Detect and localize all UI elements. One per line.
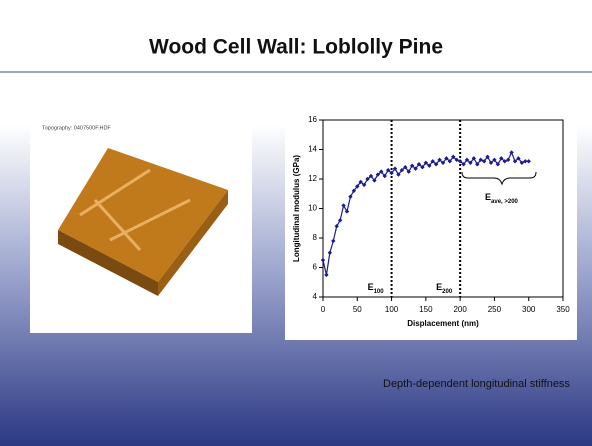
y-tick-label: 14 (308, 145, 317, 154)
y-tick-label: 6 (313, 263, 318, 272)
y-tick-label: 16 (308, 115, 317, 124)
y-tick-label: 4 (313, 292, 318, 301)
y-tick-label: 12 (308, 174, 317, 183)
x-axis-label: Displacement (nm) (407, 319, 479, 328)
annotation-sub: 200 (442, 289, 453, 295)
caption: Depth-dependent longitudinal stiffness (383, 378, 570, 390)
image-label: Topography: 0407500F.HDF (42, 125, 111, 131)
x-tick-label: 250 (488, 305, 502, 314)
y-tick-label: 8 (313, 233, 318, 242)
afm-image: Topography: 0407500F.HDF (30, 118, 252, 333)
slide: Wood Cell Wall: Loblolly Pine Topography… (0, 0, 592, 446)
x-tick-label: 100 (385, 305, 399, 314)
annotation-sub: 100 (374, 289, 385, 295)
x-tick-label: 300 (522, 305, 536, 314)
x-tick-label: 50 (353, 305, 362, 314)
annotation-sub: ave, >200 (491, 199, 519, 205)
y-tick-label: 10 (308, 204, 317, 213)
x-tick-label: 200 (453, 305, 467, 314)
slide-canvas: Wood Cell Wall: Loblolly Pine Topography… (0, 0, 592, 446)
x-tick-label: 350 (556, 305, 570, 314)
slide-title: Wood Cell Wall: Loblolly Pine (149, 36, 443, 59)
x-tick-label: 0 (321, 305, 326, 314)
y-axis-label: Longitudinal modulus (GPa) (292, 155, 301, 262)
x-tick-label: 150 (419, 305, 433, 314)
